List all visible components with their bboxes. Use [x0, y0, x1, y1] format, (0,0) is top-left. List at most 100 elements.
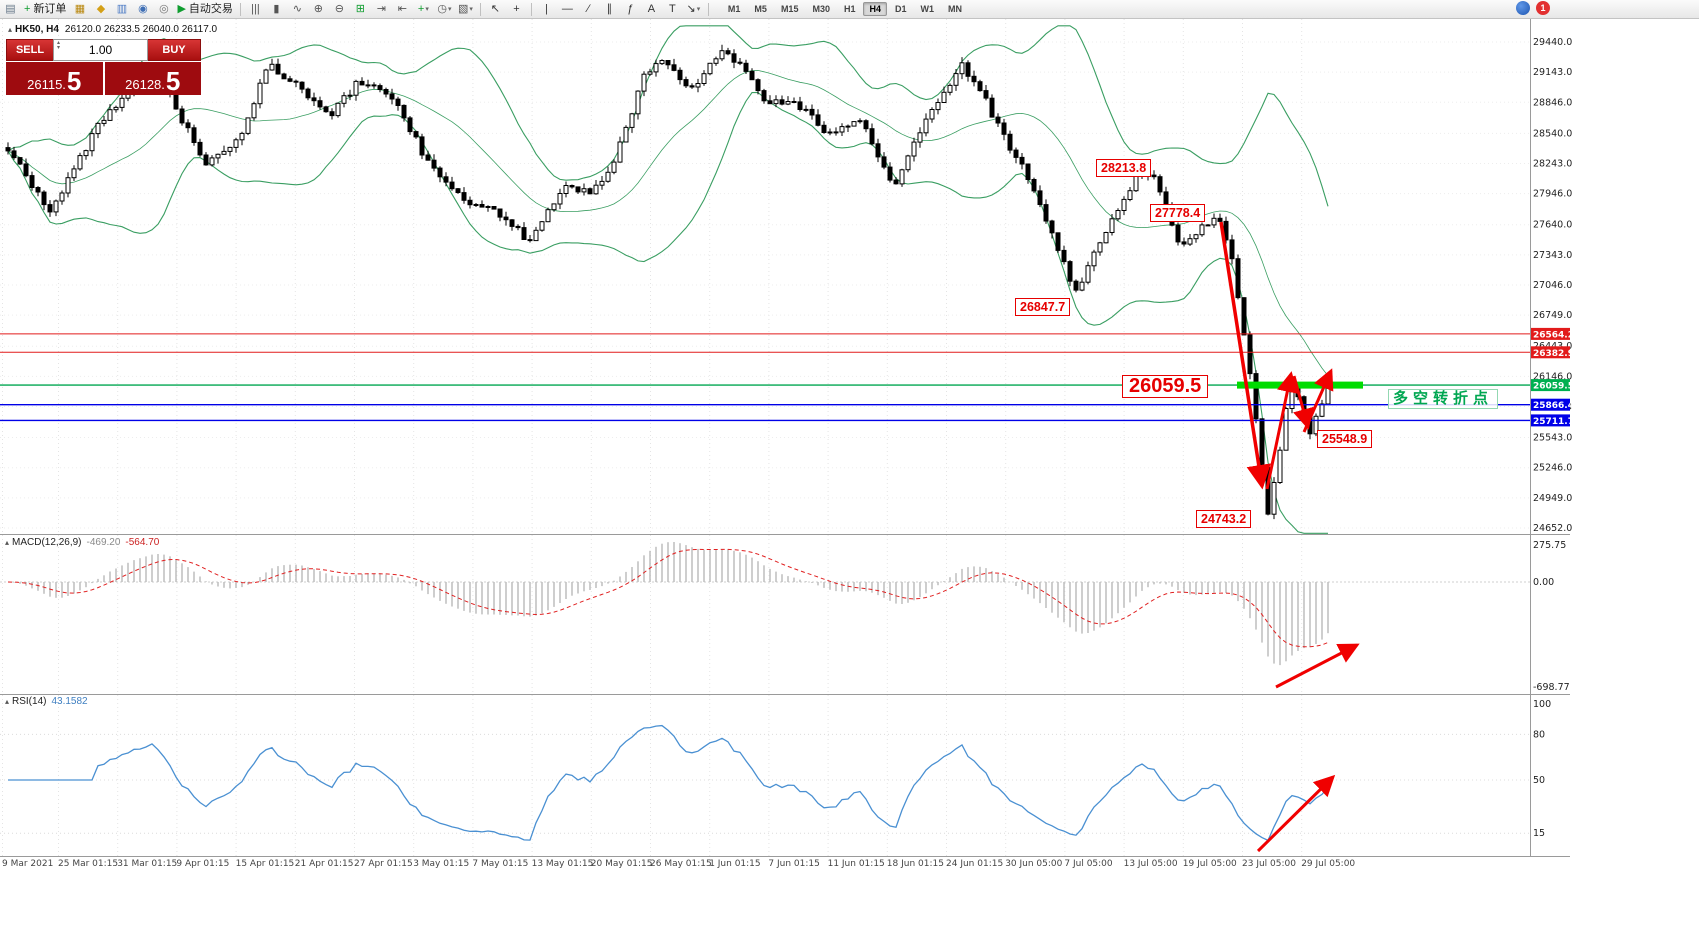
- text-tool-icon[interactable]: A: [642, 1, 661, 17]
- market-watch-icon[interactable]: ◆: [91, 1, 110, 17]
- timeframe-m5-button[interactable]: M5: [754, 4, 767, 14]
- timeframe-m30-button[interactable]: M30: [812, 4, 830, 14]
- line-chart-icon[interactable]: ∿: [288, 1, 307, 17]
- zoom-in-icon[interactable]: ⊕: [309, 1, 328, 17]
- trade-prices-row: 26115. 5 26128. 5: [6, 62, 201, 95]
- tile-windows-icon[interactable]: ⊞: [351, 1, 370, 17]
- timeframe-m15-button[interactable]: M15: [780, 4, 799, 14]
- navigator-icon[interactable]: ◉: [133, 1, 152, 17]
- volume-input[interactable]: ▴ ▾ 1.00: [53, 39, 148, 61]
- channel-icon[interactable]: ∥: [600, 1, 619, 17]
- timeframe-d1-button[interactable]: D1: [895, 4, 907, 14]
- chart-windows-icon-glyph: ▦: [74, 2, 86, 15]
- rsi-collapse-icon[interactable]: ▴: [5, 697, 10, 706]
- template-icon[interactable]: ▧ ▾: [456, 1, 475, 17]
- line-chart-icon-glyph: ∿: [292, 2, 303, 15]
- sell-price-panel[interactable]: 26115. 5: [6, 62, 103, 95]
- price-annotation: 28213.8: [1096, 159, 1152, 177]
- time-axis: 9 Mar 2021 25 Mar 01:15 31 Mar 01:15 9 Apr …: [2, 859, 1355, 869]
- time-axis-label: 15 Apr 01:15: [236, 859, 295, 869]
- impulse-down-arrow: [1219, 221, 1271, 490]
- market-watch-icon-glyph: ◆: [96, 2, 106, 15]
- timeframe-mn-button[interactable]: MN: [948, 4, 963, 14]
- period-icon[interactable]: ◷ ▾: [435, 1, 454, 17]
- spin-down-icon[interactable]: ▾: [57, 45, 61, 52]
- time-axis-label: 13 May 01:15: [532, 859, 594, 869]
- rebound-up-arrow: [1265, 371, 1298, 490]
- macd-scale-bottom: -698.77: [1533, 682, 1570, 693]
- price-axis-label: 24949.0: [1533, 493, 1572, 504]
- buy-button[interactable]: BUY: [148, 39, 201, 61]
- one-click-trade-widget: SELL ▴ ▾ 1.00 BUY 26115. 5 26128. 5: [6, 39, 201, 95]
- volume-spinner[interactable]: ▴ ▾: [57, 40, 61, 52]
- collapse-icon[interactable]: ▴: [8, 25, 13, 34]
- vertical-line-icon[interactable]: |: [537, 1, 556, 17]
- data-window-icon[interactable]: ▥: [112, 1, 131, 17]
- text-tool-icon-glyph: A: [647, 2, 656, 15]
- vertical-line-icon-glyph: |: [544, 2, 548, 15]
- axis-price-tag-label: 25866.4: [1533, 401, 1574, 411]
- time-axis-label: 7 Jul 05:00: [1064, 859, 1113, 869]
- price-axis: 29440.0 29143.0 28846.0 28540.0 28243.0 27946…: [1531, 37, 1574, 534]
- channel-icon-glyph: ∥: [606, 2, 613, 15]
- buy-price-main: 26128: [125, 76, 162, 92]
- notification-badge[interactable]: 1: [1536, 1, 1550, 15]
- autotrading-button[interactable]: ▶ 自动交易: [175, 1, 234, 17]
- price-axis-label: 26146.0: [1533, 371, 1572, 382]
- time-axis-label: 30 Jun 05:00: [1005, 859, 1062, 869]
- macd-collapse-icon[interactable]: ▴: [5, 538, 10, 547]
- time-axis-label: 20 May 01:15: [591, 859, 653, 869]
- sell-button[interactable]: SELL: [6, 39, 53, 61]
- time-axis-label: 7 May 01:15: [472, 859, 528, 869]
- new-order-button[interactable]: + 新订单: [22, 1, 68, 17]
- timeframe-w1-button[interactable]: W1: [920, 4, 935, 14]
- sell-price-dot: .: [62, 76, 66, 92]
- fibonacci-icon-glyph: ƒ: [627, 2, 634, 15]
- indicator-axis: 275.75 0.00 -698.77 100 80 50 15: [1533, 540, 1570, 839]
- chart-windows-icon[interactable]: ▦: [70, 1, 89, 17]
- time-axis-label: 1 Jun 01:15: [709, 859, 760, 869]
- buy-price-dot: .: [161, 76, 165, 92]
- time-axis-label: 29 Jul 05:00: [1301, 859, 1355, 869]
- time-axis-label: 13 Jul 05:00: [1124, 859, 1178, 869]
- sell-price-pip: 5: [66, 66, 82, 97]
- auto-scroll-icon[interactable]: ⇥: [372, 1, 391, 17]
- price-annotation: 24743.2: [1196, 510, 1252, 528]
- window-menu-icon[interactable]: ▤: [1, 1, 20, 17]
- arrows-tool-icon[interactable]: ↘ ▾: [684, 1, 703, 17]
- macd-scale-zero: 0.00: [1533, 577, 1554, 588]
- crosshair-icon[interactable]: +: [507, 1, 526, 17]
- trendline-icon[interactable]: ∕: [579, 1, 598, 17]
- candlestick-chart-icon[interactable]: ▮: [267, 1, 286, 17]
- timeframe-h1-button[interactable]: H1: [843, 4, 856, 14]
- community-icon[interactable]: [1516, 1, 1530, 15]
- price-axis-label: 27640.0: [1533, 220, 1572, 231]
- time-axis-label: 11 Jun 01:15: [828, 859, 885, 869]
- rsi-title: ▴ RSI(14) 43.1582: [5, 696, 88, 707]
- buy-price-panel[interactable]: 26128. 5: [104, 62, 201, 95]
- toolbar-separator: [530, 2, 532, 16]
- cursor-icon[interactable]: ↖: [486, 1, 505, 17]
- bar-chart-icon[interactable]: |||: [246, 1, 265, 17]
- zoom-out-icon[interactable]: ⊖: [330, 1, 349, 17]
- price-axis-label: 28846.0: [1533, 97, 1572, 108]
- price-axis-label: 27343.0: [1533, 250, 1572, 261]
- turning-point-zone: [1237, 381, 1363, 389]
- ohlc-values: 26120.0 26233.5 26040.0 26117.0: [64, 24, 218, 35]
- terminal-icon[interactable]: ◎: [154, 1, 173, 17]
- time-axis-label: 26 May 01:15: [650, 859, 712, 869]
- zoom-out-icon-glyph: ⊖: [334, 2, 345, 15]
- spin-up-icon[interactable]: ▴: [57, 40, 61, 46]
- macd-label: MACD(12,26,9): [12, 537, 82, 548]
- autotrading-glyph: ▶: [177, 2, 186, 15]
- axis-price-tag: [1531, 346, 1570, 359]
- timeframe-m1-button[interactable]: M1: [727, 4, 741, 14]
- label-tool-icon[interactable]: T: [663, 1, 682, 17]
- bollinger-bands: [7, 25, 1329, 534]
- fibonacci-icon[interactable]: ƒ: [621, 1, 640, 17]
- chart-shift-icon[interactable]: ⇤: [393, 1, 412, 17]
- add-indicator-button[interactable]: + ▾: [414, 1, 433, 17]
- horizontal-line-icon[interactable]: —: [558, 1, 577, 17]
- timeframe-h4-button[interactable]: H4: [863, 2, 887, 16]
